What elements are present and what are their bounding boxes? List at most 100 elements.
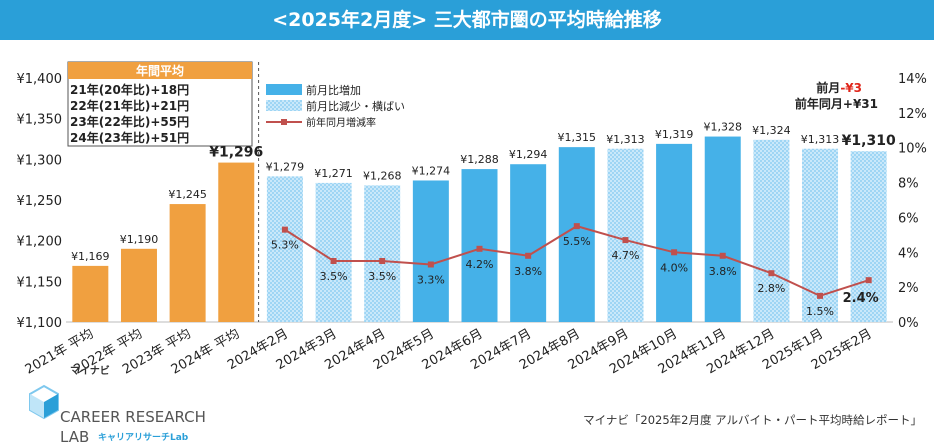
y-right-tick-label: 4% [898,246,919,261]
source-note: マイナビ「2025年2月度 アルバイト・パート平均時給レポート」 [583,413,922,427]
yoy-marker [281,226,288,233]
yoy-value-label: 2.8% [757,282,785,295]
yoy-value-label: 4.2% [466,258,494,271]
annual-box-header-bg [68,62,252,79]
cube-icon [29,384,59,420]
bar [704,136,741,322]
yoy-marker [573,223,580,230]
yoy-marker [622,237,629,244]
chart-title: <2025年2月度> 三大都市圏の平均時給推移 [0,0,934,40]
annual-box-header: 年間平均 [136,63,184,78]
bar-value-label: ¥1,313 [606,133,645,146]
svg-text:前月-¥3: 前月-¥3 [816,80,862,95]
yoy-marker [427,261,434,268]
logo-brand: マイナビ [70,364,110,377]
y-right-tick-label: 2% [898,281,919,296]
y-axis-left: ¥1,100 ¥1,150 ¥1,200 ¥1,250 ¥1,300 ¥1,350 ¥1,4… [17,72,63,331]
bar-value-label: ¥1,328 [703,121,742,134]
yoy-marker [865,277,872,284]
bar-value-label: ¥1,190 [120,233,159,246]
legend-label-decrease: 前月比減少・横ばい [306,99,405,113]
legend-label-increase: 前月比増加 [306,83,361,97]
yoy-marker [379,258,386,264]
annual-box-line-4: 24年(23年比)+51円 [70,130,189,145]
y-left-tick-label: ¥1,150 [17,275,63,290]
bar-value-labels: ¥1,169 ¥1,190 ¥1,245 ¥1,296¥1,279 ¥1,271 ¥1,2… [71,121,896,263]
logo-sub: キャリアリサーチLab [98,432,189,443]
yoy-value-label: 3.3% [417,273,445,286]
yoy-value-label: 4.7% [611,249,639,262]
yoy-value-label: 5.3% [271,239,299,252]
legend-marker-yoy [281,119,287,125]
legend: 前月比増加 前月比減少・横ばい 前年同月増減率 [266,83,405,129]
yoy-value-label: 3.8% [709,265,737,278]
y-left-tick-label: ¥1,350 [17,113,63,128]
yoy-marker [330,258,337,264]
bar-value-label: ¥1,319 [655,128,694,141]
bar [169,204,206,322]
bar-value-label: ¥1,315 [558,131,597,144]
bar-value-label: ¥1,288 [460,153,499,166]
y-left-tick-label: ¥1,400 [17,72,63,87]
bar-value-label: ¥1,294 [509,148,548,161]
bar [266,176,303,322]
yoy-value-label: 1.5% [806,305,834,318]
yoy-marker [476,245,483,252]
y-right-tick-label: 14% [898,72,927,87]
y-axis-right: 0% 2% 4% 6% 8% 10% 12% 14% [898,72,927,331]
logo-line2: LAB [60,428,89,446]
y-left-tick-label: ¥1,200 [17,235,63,250]
logo-line1: CAREER RESEARCH [60,408,206,426]
bar [510,164,547,322]
bar [72,265,109,322]
bar [218,162,255,322]
bar-value-label: ¥1,274 [412,164,451,177]
bar-value-label: ¥1,313 [801,133,840,146]
bar-value-label: ¥1,245 [168,188,207,201]
y-right-tick-label: 0% [898,316,919,331]
bar-value-label: ¥1,271 [314,167,353,180]
yoy-value-label: 3.5% [368,270,396,283]
bar-value-label: ¥1,279 [266,160,305,173]
yoy-line: 5.3% 3.5% 3.5% 3.3% 4.2% 3.8% 5.5% 4.7% 4.0% 3.8%… [271,223,879,318]
summary: 前月-¥3 前年同月+¥31 [795,80,878,111]
yoy-marker [768,270,775,277]
yoy-value-label: 4.0% [660,261,688,274]
yoy-marker [817,292,824,299]
bar-value-label: ¥1,169 [71,250,110,263]
bar-value-label: ¥1,268 [363,169,402,182]
yoy-marker [671,249,678,256]
yoy-marker [719,252,726,259]
annual-box-line-2: 22年(21年比)+21円 [70,98,189,113]
yoy-value-label: 5.5% [563,235,591,248]
bar [850,151,887,322]
bar [607,148,644,322]
yoy-value-label: 3.8% [514,265,542,278]
y-right-tick-label: 8% [898,177,919,192]
bar [412,180,449,322]
bar [656,143,693,322]
bars [72,136,887,322]
yoy-value-label: 3.5% [320,270,348,283]
bar [364,185,401,322]
legend-swatch-increase [266,84,302,95]
y-left-tick-label: ¥1,100 [17,316,63,331]
bar-value-label: ¥1,296 [209,145,263,161]
legend-swatch-decrease [266,100,302,111]
annual-box-line-1: 21年(20年比)+18円 [70,82,189,97]
bar-value-label: ¥1,310 [842,133,896,149]
summary-mom-label: 前月 [816,80,840,95]
annual-average-box: 年間平均 21年(20年比)+18円 22年(21年比)+21円 23年(22年… [68,62,252,145]
yoy-marker [525,252,532,259]
y-right-tick-label: 10% [898,142,927,157]
bar [120,248,157,322]
bar [753,139,790,322]
bar-value-label: ¥1,324 [752,124,791,137]
summary-mom-value: -¥3 [840,81,862,95]
y-right-tick-label: 12% [898,107,927,122]
y-right-tick-label: 6% [898,211,919,226]
career-research-lab-logo: マイナビ CAREER RESEARCH LAB キャリアリサーチLab [29,364,206,446]
legend-label-yoy: 前年同月増減率 [306,116,376,129]
